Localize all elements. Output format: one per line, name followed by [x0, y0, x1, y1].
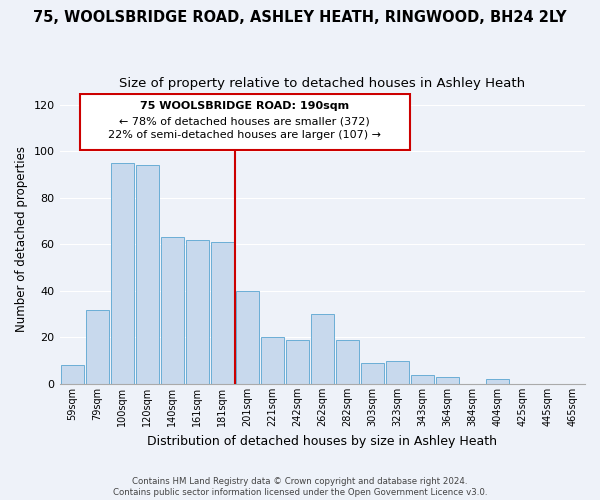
Text: 22% of semi-detached houses are larger (107) →: 22% of semi-detached houses are larger (… [108, 130, 381, 140]
Bar [286, 340, 309, 384]
Bar [136, 165, 158, 384]
Bar [261, 338, 284, 384]
Bar [185, 240, 209, 384]
Bar [486, 380, 509, 384]
Bar [386, 360, 409, 384]
Text: 75 WOOLSBRIDGE ROAD: 190sqm: 75 WOOLSBRIDGE ROAD: 190sqm [140, 101, 349, 111]
X-axis label: Distribution of detached houses by size in Ashley Heath: Distribution of detached houses by size … [147, 434, 497, 448]
Text: 75, WOOLSBRIDGE ROAD, ASHLEY HEATH, RINGWOOD, BH24 2LY: 75, WOOLSBRIDGE ROAD, ASHLEY HEATH, RING… [33, 10, 567, 25]
Bar [161, 238, 184, 384]
Bar [86, 310, 109, 384]
Bar [110, 163, 134, 384]
Title: Size of property relative to detached houses in Ashley Heath: Size of property relative to detached ho… [119, 78, 526, 90]
Bar [211, 242, 233, 384]
Text: Contains HM Land Registry data © Crown copyright and database right 2024.: Contains HM Land Registry data © Crown c… [132, 476, 468, 486]
Polygon shape [80, 94, 410, 150]
Text: Contains public sector information licensed under the Open Government Licence v3: Contains public sector information licen… [113, 488, 487, 497]
Bar [61, 366, 83, 384]
Bar [411, 374, 434, 384]
Text: ← 78% of detached houses are smaller (372): ← 78% of detached houses are smaller (37… [119, 116, 370, 126]
Bar [236, 291, 259, 384]
Bar [361, 363, 384, 384]
Y-axis label: Number of detached properties: Number of detached properties [15, 146, 28, 332]
Bar [336, 340, 359, 384]
Bar [436, 377, 459, 384]
Bar [311, 314, 334, 384]
